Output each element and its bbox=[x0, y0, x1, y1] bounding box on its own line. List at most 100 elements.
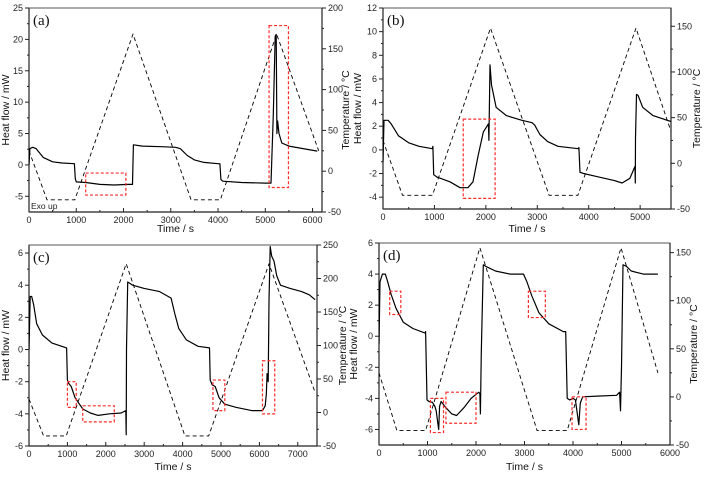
x-tick-label: 0 bbox=[26, 215, 31, 225]
y2-tick-label: -50 bbox=[676, 440, 689, 450]
y-tick-label: 0 bbox=[18, 345, 23, 355]
y2-tick-label: 0 bbox=[677, 158, 682, 168]
temperature-line bbox=[379, 247, 659, 432]
y-tick-label: 6 bbox=[372, 74, 377, 84]
temperature-line bbox=[29, 263, 316, 437]
highlight-box bbox=[445, 391, 477, 424]
x-tick-label: 6000 bbox=[249, 449, 269, 459]
y-tick-label: -6 bbox=[365, 424, 373, 434]
x-axis-title: Time / s bbox=[509, 223, 546, 235]
x-tick-label: 4000 bbox=[563, 448, 583, 458]
plot-frame bbox=[378, 242, 671, 446]
temperature-line bbox=[29, 33, 320, 201]
x-tick-label: 6000 bbox=[303, 215, 323, 225]
x-tick-label: 6000 bbox=[660, 448, 680, 458]
y-tick-label: 4 bbox=[368, 269, 373, 279]
y2-tick-label: 150 bbox=[323, 307, 338, 317]
highlight-box bbox=[389, 290, 402, 316]
y2-tick-label: 150 bbox=[328, 44, 343, 54]
y-tick-label: -4 bbox=[365, 393, 373, 403]
heat-flow-line bbox=[379, 264, 658, 431]
y2-tick-label: 50 bbox=[328, 125, 338, 135]
y-tick-label: -4 bbox=[15, 409, 23, 419]
panel-label: (d) bbox=[383, 248, 401, 264]
highlight-box bbox=[66, 381, 77, 409]
y-tick-label: 20 bbox=[13, 34, 23, 44]
y2-tick-label: 0 bbox=[323, 408, 328, 418]
y-tick-label: 2 bbox=[368, 300, 373, 310]
y-tick-label: 6 bbox=[368, 238, 373, 248]
x-tick-label: 1000 bbox=[417, 448, 437, 458]
y-tick-label: 0 bbox=[372, 145, 377, 155]
y-tick-label: 0 bbox=[368, 331, 373, 341]
panel-d: 0 1000 2000 3000 4000 5000 6000 -6 -4 -2 0 2 4 6 -50 0 5… bbox=[348, 238, 700, 473]
plot-frame bbox=[382, 7, 672, 210]
y-tick-label: 4 bbox=[18, 280, 23, 290]
x-tick-label: 3000 bbox=[527, 212, 547, 222]
y2-axis-title: Temperature / °C bbox=[688, 304, 700, 384]
y2-tick-label: 100 bbox=[323, 341, 338, 351]
y2-tick-label: 250 bbox=[323, 240, 338, 250]
y2-tick-label: 50 bbox=[323, 374, 333, 384]
x-tick-label: 5000 bbox=[255, 215, 275, 225]
y-tick-label: -4 bbox=[369, 192, 377, 202]
panel-label: (b) bbox=[387, 13, 405, 29]
y-axis-title: Heat flow / mW bbox=[0, 74, 12, 145]
panel-a: 0 1000 2000 3000 4000 5000 6000-50510152025-50… bbox=[0, 3, 352, 235]
panel-c: 0 1000 2000 3000 4000 5000 6000 7000-6-4-20246-… bbox=[0, 240, 349, 473]
x-tick-label: 5000 bbox=[630, 212, 650, 222]
highlight-box bbox=[85, 172, 127, 196]
y-axis-title: Heat flow / mW bbox=[0, 310, 12, 381]
y2-tick-label: 100 bbox=[676, 296, 691, 306]
x-axis-title: Time / s bbox=[506, 461, 543, 473]
y-tick-label: 2 bbox=[18, 312, 23, 322]
x-tick-label: 3000 bbox=[134, 449, 154, 459]
y-axis-title: Heat flow / mW bbox=[348, 308, 360, 379]
y-tick-label: 10 bbox=[13, 97, 23, 107]
highlight-box bbox=[82, 405, 115, 423]
x-tick-label: 4000 bbox=[208, 215, 228, 225]
y-tick-label: 15 bbox=[13, 66, 23, 76]
x-tick-label: 1000 bbox=[66, 215, 86, 225]
x-tick-label: 2000 bbox=[96, 449, 116, 459]
x-tick-label: 4000 bbox=[173, 449, 193, 459]
y2-tick-label: 50 bbox=[676, 344, 686, 354]
y-tick-label: 10 bbox=[367, 27, 377, 37]
y-tick-label: 4 bbox=[372, 98, 377, 108]
y-tick-label: 12 bbox=[367, 3, 377, 13]
y2-axis-title: Temperature / °C bbox=[691, 68, 703, 148]
y-axis-title: Heat flow / mW bbox=[352, 73, 364, 144]
y-tick-label: 8 bbox=[372, 50, 377, 60]
highlight-box bbox=[429, 397, 445, 434]
x-tick-label: 0 bbox=[376, 448, 381, 458]
y2-axis-title: Temperature / °C bbox=[340, 70, 352, 150]
y-tick-label: -5 bbox=[15, 191, 23, 201]
plot-frame bbox=[28, 244, 318, 447]
y2-tick-label: 50 bbox=[677, 113, 687, 123]
y-tick-label: -2 bbox=[15, 377, 23, 387]
y2-tick-label: -50 bbox=[328, 207, 341, 217]
y2-tick-label: 150 bbox=[677, 21, 692, 31]
y-tick-label: 2 bbox=[372, 121, 377, 131]
y2-tick-label: 200 bbox=[328, 3, 343, 13]
y-tick-label: -2 bbox=[369, 169, 377, 179]
highlight-box bbox=[261, 360, 276, 415]
panel-b: 0 1000 2000 3000 4000 5000 -4 -2 0 2 4 6 8 10 12 -50 0 50… bbox=[352, 3, 703, 235]
panel-label: (a) bbox=[33, 13, 50, 29]
y-tick-label: 0 bbox=[18, 160, 23, 170]
y2-tick-label: 200 bbox=[323, 274, 338, 284]
x-tick-label: 7000 bbox=[288, 449, 308, 459]
x-tick-label: 0 bbox=[380, 212, 385, 222]
highlight-box bbox=[571, 396, 587, 431]
highlight-box bbox=[212, 379, 226, 412]
y-tick-label: -6 bbox=[15, 441, 23, 451]
highlight-box bbox=[268, 24, 290, 189]
y2-tick-label: 150 bbox=[676, 248, 691, 258]
panel-label: (c) bbox=[33, 250, 50, 266]
y2-tick-label: -50 bbox=[677, 204, 690, 214]
y-tick-label: -2 bbox=[365, 362, 373, 372]
y2-axis-title: Temperature / °C bbox=[337, 305, 349, 385]
y-tick-label: 5 bbox=[18, 129, 23, 139]
y-tick-label: 6 bbox=[18, 248, 23, 258]
